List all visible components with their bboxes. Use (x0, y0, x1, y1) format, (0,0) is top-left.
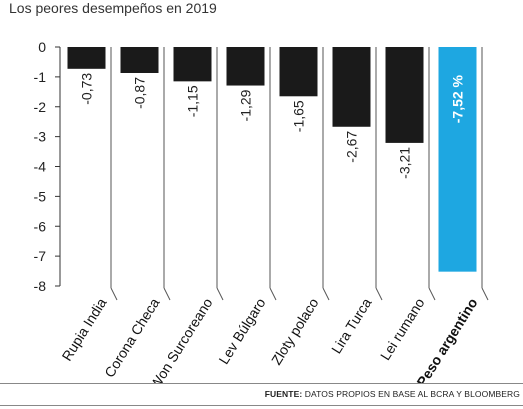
category-label: Lira Turca (328, 295, 375, 356)
y-tick-label: -1 (34, 69, 47, 85)
y-tick-label: -5 (34, 188, 47, 204)
bar (120, 47, 159, 73)
bar (67, 47, 106, 69)
bar (332, 47, 371, 127)
chart-title: Los peores desempeños en 2019 (9, 0, 217, 16)
y-tick-label: -4 (34, 159, 47, 175)
bar (226, 47, 265, 86)
category-label: Rupia India (58, 295, 109, 364)
value-label: -2,67 (344, 131, 360, 163)
category-label: Zloty polaco (268, 295, 322, 368)
y-tick-label: -2 (34, 99, 47, 115)
category-label: Corona Checa (101, 295, 163, 380)
bar (385, 47, 424, 143)
source-divider (0, 383, 523, 384)
source-text: DATOS PROPIOS EN BASE AL BCRA Y BLOOMBER… (302, 389, 520, 399)
bar (279, 47, 318, 97)
category-divider-slant (110, 287, 118, 301)
category-divider-slant (375, 287, 383, 301)
category-divider-slant (269, 287, 277, 301)
source-note: FUENTE: DATOS PROPIOS EN BASE AL BCRA Y … (265, 389, 520, 399)
category-divider-slant (428, 287, 436, 301)
value-label: -1,29 (238, 89, 254, 121)
bottom-divider (0, 405, 523, 406)
bar-chart: 0 -1 -2 -3 -4 -5 -6 -7 -8 -0,73 Rupia India -0,87 Co… (34, 39, 489, 383)
y-tick-label: 0 (38, 39, 46, 55)
y-tick-label: -6 (34, 218, 47, 234)
value-label: -1,65 (291, 100, 307, 132)
y-tick-label: -8 (34, 278, 47, 294)
category-divider-slant (481, 287, 489, 301)
category-divider-slant (163, 287, 171, 301)
bar (173, 47, 212, 82)
value-label: -0,73 (79, 73, 95, 105)
y-tick-label: -7 (34, 248, 47, 264)
value-label: -0,87 (132, 77, 148, 109)
bar-highlight (438, 47, 477, 272)
source-label: FUENTE: (264, 389, 303, 399)
y-tick-label: -3 (34, 129, 47, 145)
value-label: -1,15 (185, 85, 201, 117)
category-label: Lei rumano (377, 295, 428, 363)
value-label: -3,21 (397, 147, 413, 179)
value-label-highlight: -7,52 % (450, 74, 466, 123)
category-divider-slant (216, 287, 224, 301)
category-label: Lev Búlgaro (215, 295, 268, 367)
category-divider-slant (322, 287, 330, 301)
